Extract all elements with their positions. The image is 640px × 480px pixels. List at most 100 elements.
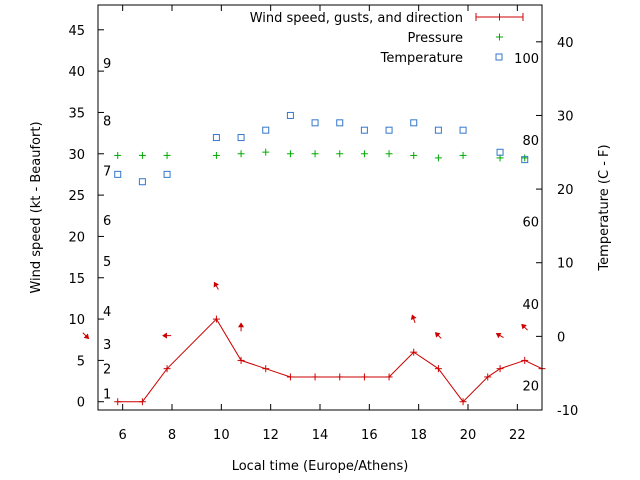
pressure-point [138,151,146,159]
y-left-tick-label: 10 [68,313,85,328]
temperature-point [434,126,442,134]
x-tick-label: 16 [361,428,378,443]
arrow-head [83,333,90,340]
y-left-tick-label: 5 [77,354,85,369]
fahrenheit-label: 40 [522,298,539,313]
wind-point [262,365,270,373]
y-right-tick-label: 20 [557,183,574,198]
fahrenheit-label: 20 [522,380,539,395]
y-right-tick-label: -10 [557,404,578,419]
wind-point [286,373,294,381]
y-axis-label-left: Wind speed (kt - Beaufort) [29,121,44,293]
temperature-point [212,134,220,142]
x-tick-label: 6 [119,428,127,443]
wind-point [138,398,146,406]
pressure-point [262,148,270,156]
beaufort-label: 3 [103,338,111,353]
x-tick-label: 8 [168,428,176,443]
legend-temperature-mark [495,53,503,61]
y-right-tick-label: 10 [557,257,574,272]
pressure-point [212,151,220,159]
tick-labels: 6 8 10 12 14 16 18 20 22051015202530354045-10010… [68,24,578,443]
wind-point [311,373,319,381]
y-left-tick-label: 25 [68,189,85,204]
pressure-point [410,151,418,159]
legend: Wind speed, gusts, and direction Pressur… [250,11,524,66]
legend-pressure-label: Pressure [407,31,463,46]
arrow-head [238,322,245,328]
wind-direction-arrow [82,332,90,340]
pressure-point [385,150,393,158]
y-right-tick-label: 30 [557,109,574,124]
wind-point [163,365,171,373]
pressure-point [360,150,368,158]
pressure-point [336,150,344,158]
pressure-point [286,150,294,158]
temperature-point [459,126,467,134]
wind-point [212,315,220,323]
temperature-point [138,178,146,186]
pressure-point [521,154,529,162]
beaufort-label: 8 [103,115,111,130]
fahrenheit-label: 80 [522,134,539,149]
y-left-tick-label: 20 [68,230,85,245]
wind-direction-arrow [521,323,528,331]
y-axis-label-right: Temperature (C - F) [597,144,612,271]
wind-point [521,356,529,364]
x-tick-label: 10 [213,428,230,443]
temperature-point [496,148,504,156]
temperature-point [163,170,171,178]
legend-wind-sample [475,13,524,21]
y-left-tick-label: 0 [77,396,85,411]
wind-direction-arrow [238,322,245,332]
legend-wind-label: Wind speed, gusts, and direction [250,11,463,26]
y-left-tick-label: 35 [68,106,85,121]
beaufort-label: 4 [103,305,111,320]
pressure-point [237,150,245,158]
y-left-tick-label: 30 [68,148,85,163]
temperature-point [311,119,319,127]
y-left-tick-label: 40 [68,65,85,80]
wind-point [114,398,122,406]
pressure-point [114,151,122,159]
wind-direction-arrow [213,281,219,290]
wind-direction-arrow [410,314,417,324]
wind-line [117,318,543,403]
temperature-point [114,170,122,178]
x-tick-label: 22 [509,428,526,443]
pressure-point [311,150,319,158]
arrow-head [434,332,441,338]
wind-point [459,398,467,406]
legend-pressure-sample [496,33,503,41]
wind-direction-arrow [434,332,442,339]
arrow-head [213,281,219,288]
pressure-point [434,154,442,162]
temperature-point [262,126,270,134]
y-right-tick-label: 40 [557,36,574,51]
x-tick-label: 20 [460,428,477,443]
wind-point [496,365,504,373]
temperature-point [410,119,418,127]
y-left-tick-label: 15 [68,272,85,287]
wind-point [410,348,418,356]
temperature-point [237,134,245,142]
legend-temperature-sample [495,53,503,61]
fahrenheit-label: 100 [514,52,539,67]
wind-point [484,373,492,381]
pressure-point [459,151,467,159]
wind-point [385,373,393,381]
wind-direction-arrow [495,332,504,339]
wind-point [336,373,344,381]
wind-direction-arrow [162,332,172,339]
wind-point [434,365,442,373]
temperature-point [360,126,368,134]
temperature-point [385,126,393,134]
arrow-head [521,323,527,330]
y-left-tick-label: 45 [68,24,85,39]
temperature-point [336,119,344,127]
beaufort-label: 5 [103,255,111,270]
beaufort-label: 1 [103,387,111,402]
beaufort-label: 9 [103,57,111,72]
arrow-head [410,314,417,321]
